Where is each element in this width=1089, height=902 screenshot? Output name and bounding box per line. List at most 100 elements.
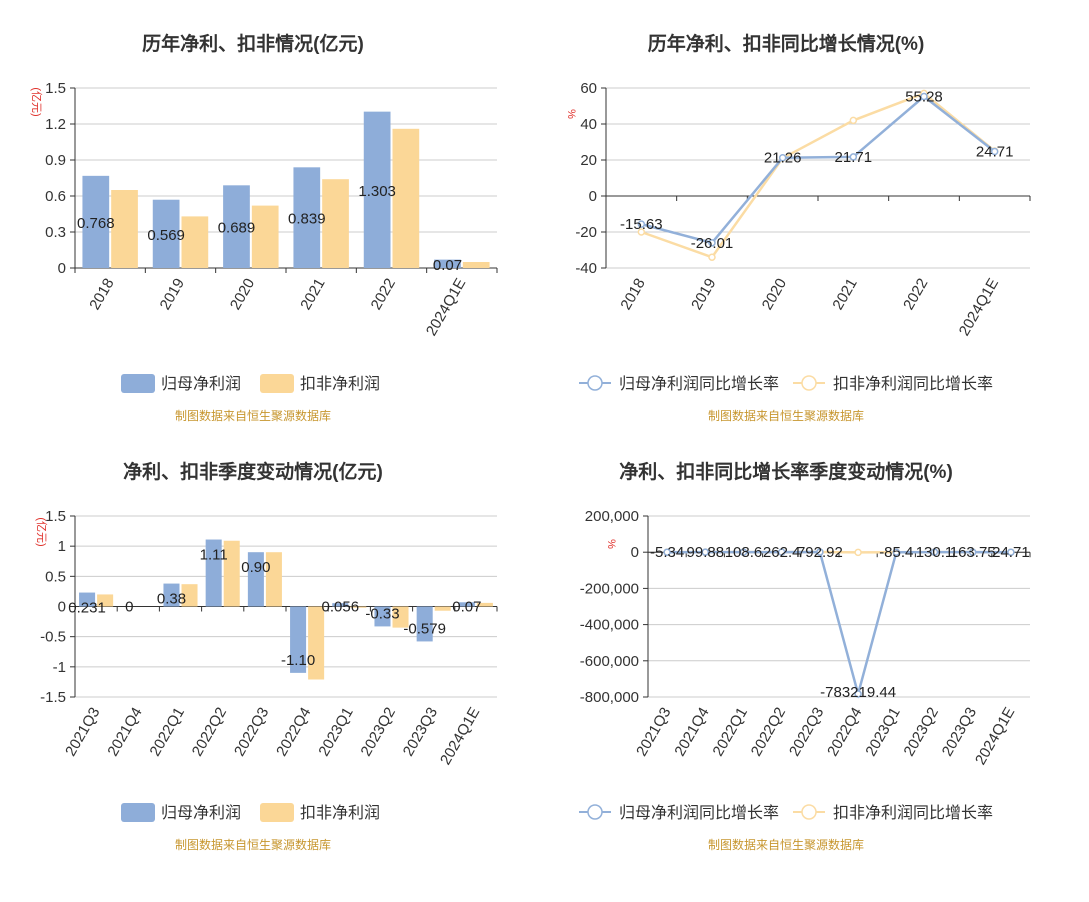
data-label: 24.71 xyxy=(992,544,1030,561)
x-tick-label: 2023Q3 xyxy=(939,704,980,759)
x-tick-label: 2022Q2 xyxy=(748,705,789,760)
data-label: 0.689 xyxy=(218,220,256,237)
bar-deducted-profit[interactable] xyxy=(322,179,349,268)
data-label: -783219.44 xyxy=(820,684,896,701)
data-label: 24.71 xyxy=(976,144,1014,161)
legend-label: 归母净利润 xyxy=(161,804,241,822)
legend-label: 扣非净利润同比增长率 xyxy=(833,804,993,822)
x-tick-label: 2022 xyxy=(368,276,399,313)
y-tick-label: 0 xyxy=(58,599,66,616)
legend-bar-swatch xyxy=(260,803,294,822)
y-tick-label: -20 xyxy=(575,224,597,241)
data-label: 0.90 xyxy=(241,559,270,576)
legend-label: 归母净利润同比增长率 xyxy=(619,375,779,393)
x-tick-label: 2019 xyxy=(157,276,188,313)
legend-label: 扣非净利润 xyxy=(300,804,380,822)
source-note: 制图数据来自恒生聚源数据库 xyxy=(708,408,864,423)
y-tick-label: 0 xyxy=(631,544,639,561)
x-tick-label: 2021Q4 xyxy=(671,705,712,760)
legend-circle-swatch xyxy=(588,376,602,390)
line-point[interactable] xyxy=(709,254,715,260)
legend-circle-swatch xyxy=(802,376,816,390)
legend-bar-swatch xyxy=(121,803,155,822)
y-tick-label: 0 xyxy=(589,188,597,205)
data-label: 163.75 xyxy=(950,544,996,561)
x-tick-label: 2023Q3 xyxy=(400,705,441,760)
bar-deducted-profit[interactable] xyxy=(393,129,420,268)
y-axis-unit: % xyxy=(565,109,577,119)
bar-deducted-profit[interactable] xyxy=(252,206,279,268)
chart-title: 净利、扣非同比增长率季度变动情况(%) xyxy=(619,460,953,483)
source-note: 制图数据来自恒生聚源数据库 xyxy=(708,837,864,852)
legend-item-deducted-profit[interactable]: 扣非净利润同比增长率 xyxy=(793,804,993,822)
x-tick-label: 2020 xyxy=(227,276,258,313)
data-label: 0.056 xyxy=(322,599,360,616)
y-tick-label: -600,000 xyxy=(580,653,639,670)
legend-bar-swatch xyxy=(260,374,294,393)
y-tick-label: 0.9 xyxy=(45,152,66,169)
data-label: 1.303 xyxy=(358,183,396,200)
chart-4: 净利、扣非同比增长率季度变动情况(%)%-800,000-600,000-400… xyxy=(579,460,1030,852)
bar-deducted-profit[interactable] xyxy=(111,190,138,268)
line-net-profit-growth xyxy=(641,96,994,242)
data-label: -0.33 xyxy=(365,605,399,622)
y-tick-label: -1 xyxy=(53,659,66,676)
x-tick-label: 2024Q1E xyxy=(956,276,1002,339)
legend-label: 扣非净利润 xyxy=(300,375,380,393)
x-tick-label: 2022Q4 xyxy=(824,705,865,760)
y-tick-label: 0.3 xyxy=(45,224,66,241)
legend-item-deducted-profit[interactable]: 扣非净利润 xyxy=(260,803,380,822)
line-point[interactable] xyxy=(855,549,861,555)
y-tick-label: -0.5 xyxy=(40,629,66,646)
y-tick-label: 0 xyxy=(58,260,66,277)
data-label: 21.26 xyxy=(764,150,802,167)
x-tick-label: 2022Q1 xyxy=(147,705,188,760)
legend-circle-swatch xyxy=(802,805,816,819)
data-label: 0.07 xyxy=(433,257,462,274)
y-axis-unit: % xyxy=(605,539,617,549)
y-tick-label: 60 xyxy=(580,80,597,97)
legend-item-net-profit[interactable]: 归母净利润 xyxy=(121,803,241,822)
y-tick-label: 40 xyxy=(580,116,597,133)
y-tick-label: 0.5 xyxy=(45,568,66,585)
x-tick-label: 2020 xyxy=(759,276,790,313)
data-label: 0 xyxy=(125,599,133,616)
data-label: 108.6 xyxy=(725,544,763,561)
x-tick-label: 2018 xyxy=(617,276,648,313)
data-label: 0.38 xyxy=(157,591,186,608)
bar-deducted-profit[interactable] xyxy=(182,216,209,268)
legend-label: 归母净利润同比增长率 xyxy=(619,804,779,822)
x-tick-label: 2022Q2 xyxy=(189,705,230,760)
data-label: 0.839 xyxy=(288,211,326,228)
data-label: 1.11 xyxy=(200,547,228,564)
legend-item-net-profit[interactable]: 归母净利润同比增长率 xyxy=(579,804,779,822)
source-note: 制图数据来自恒生聚源数据库 xyxy=(175,837,331,852)
x-tick-label: 2023Q2 xyxy=(901,705,942,760)
bar-deducted-profit[interactable] xyxy=(435,607,451,611)
legend-item-net-profit[interactable]: 归母净利润 xyxy=(121,374,241,393)
legend-item-deducted-profit[interactable]: 扣非净利润 xyxy=(260,374,380,393)
data-label: -5.34 xyxy=(650,544,684,561)
data-label: -85.4 xyxy=(879,544,913,561)
y-tick-label: 1.5 xyxy=(45,80,66,97)
legend-item-net-profit[interactable]: 归母净利润同比增长率 xyxy=(579,375,779,393)
data-label: 0.07 xyxy=(452,599,481,616)
legend-item-deducted-profit[interactable]: 扣非净利润同比增长率 xyxy=(793,375,993,393)
y-tick-label: -1.5 xyxy=(40,689,66,706)
y-axis-unit: (亿元) xyxy=(30,87,43,116)
line-point[interactable] xyxy=(850,117,856,123)
data-label: 55.28 xyxy=(905,88,943,105)
x-tick-label: 2021Q3 xyxy=(62,705,103,760)
y-tick-label: 1.2 xyxy=(45,116,66,133)
legend-bar-swatch xyxy=(121,374,155,393)
y-tick-label: -40 xyxy=(575,260,597,277)
data-label: 0.569 xyxy=(147,227,185,244)
x-tick-label: 2021Q3 xyxy=(633,705,674,760)
chart-title: 净利、扣非季度变动情况(亿元) xyxy=(123,460,383,483)
line-deducted-profit-growth xyxy=(641,93,994,257)
bar-deducted-profit[interactable] xyxy=(463,262,490,268)
data-label: -15.63 xyxy=(620,216,663,233)
x-tick-label: 2022Q3 xyxy=(786,705,827,760)
y-tick-label: 0.6 xyxy=(45,188,66,205)
